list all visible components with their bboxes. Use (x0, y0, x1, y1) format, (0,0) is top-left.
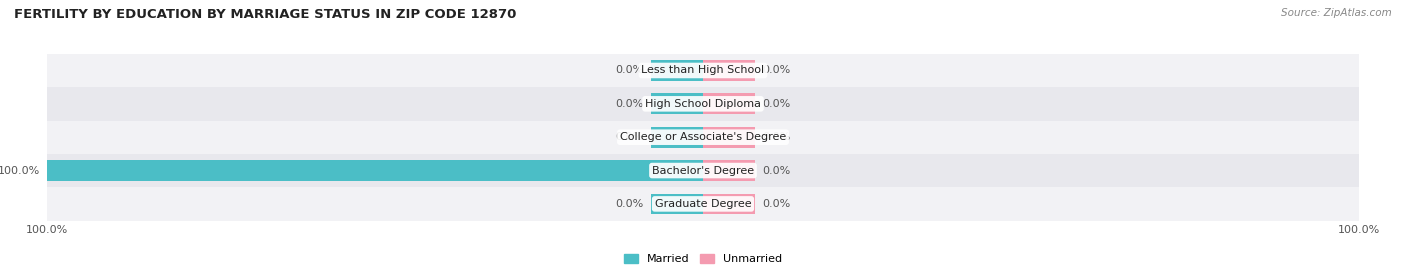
Text: College or Associate's Degree: College or Associate's Degree (620, 132, 786, 142)
Text: 0.0%: 0.0% (762, 99, 790, 109)
Text: Graduate Degree: Graduate Degree (655, 199, 751, 209)
Bar (651, 127, 703, 147)
Bar (46, 121, 1360, 154)
Bar (703, 127, 755, 147)
Bar (46, 154, 1360, 187)
Bar (703, 94, 755, 114)
Bar (46, 54, 1360, 87)
Bar (703, 160, 755, 181)
Text: 0.0%: 0.0% (762, 132, 790, 142)
Bar (46, 187, 1360, 221)
Text: 0.0%: 0.0% (616, 99, 644, 109)
Text: 0.0%: 0.0% (616, 199, 644, 209)
Text: 0.0%: 0.0% (762, 199, 790, 209)
Text: Source: ZipAtlas.com: Source: ZipAtlas.com (1281, 8, 1392, 18)
Bar (703, 194, 755, 214)
Text: 0.0%: 0.0% (616, 65, 644, 76)
Text: Less than High School: Less than High School (641, 65, 765, 76)
Bar (46, 160, 703, 181)
Text: Bachelor's Degree: Bachelor's Degree (652, 165, 754, 176)
Text: 100.0%: 100.0% (0, 165, 41, 176)
Legend: Married, Unmarried: Married, Unmarried (620, 249, 786, 268)
Text: 0.0%: 0.0% (616, 132, 644, 142)
Text: 0.0%: 0.0% (762, 165, 790, 176)
Bar (651, 194, 703, 214)
Bar (703, 60, 755, 81)
Bar (651, 60, 703, 81)
Text: FERTILITY BY EDUCATION BY MARRIAGE STATUS IN ZIP CODE 12870: FERTILITY BY EDUCATION BY MARRIAGE STATU… (14, 8, 516, 21)
Text: High School Diploma: High School Diploma (645, 99, 761, 109)
Bar (46, 87, 1360, 121)
Text: 0.0%: 0.0% (762, 65, 790, 76)
Bar (651, 94, 703, 114)
